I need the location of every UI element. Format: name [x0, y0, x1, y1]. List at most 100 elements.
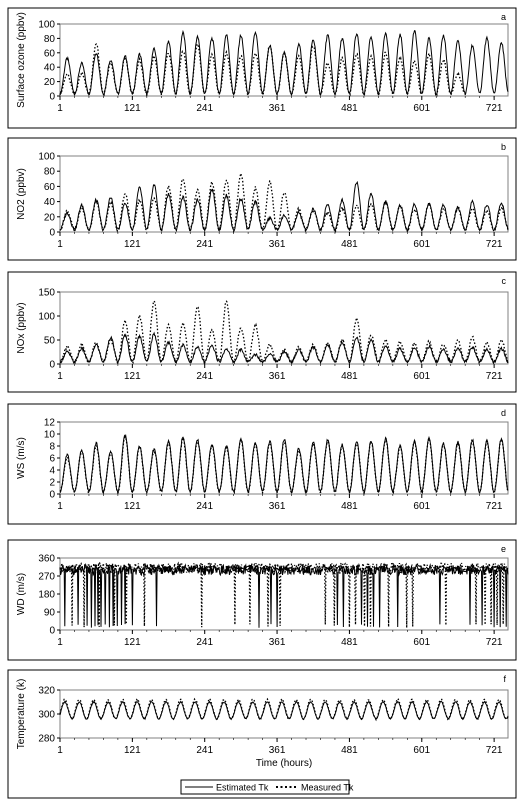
x-tick-label: 1	[57, 637, 63, 648]
legend: Estimated Tk Measured Tk	[180, 779, 354, 795]
x-tick-label: 361	[269, 239, 286, 250]
y-tick-label: 300	[38, 710, 55, 721]
x-tick-label: 601	[413, 371, 430, 382]
x-tick-label: 1	[57, 371, 63, 382]
y-tick-label: 12	[44, 418, 56, 429]
y-axis-label: NOx (ppbv)	[16, 302, 27, 353]
y-tick-label: 0	[49, 228, 55, 239]
y-tick-label: 40	[44, 197, 56, 208]
x-tick-label: 481	[341, 103, 358, 114]
x-tick-label: 121	[124, 371, 141, 382]
x-tick-label: 361	[269, 637, 286, 648]
x-tick-label: 241	[196, 103, 213, 114]
x-tick-label: 721	[486, 501, 503, 512]
x-tick-label: 361	[269, 501, 286, 512]
panel-label: e	[501, 544, 506, 554]
y-axis-label: NO2 (ppbv)	[16, 168, 27, 220]
y-tick-label: 50	[44, 336, 56, 347]
chart-panel-b: b 0 20 40 60 80 100 1 121 241 361 481 601 721 NO2 (ppb…	[7, 137, 517, 261]
y-tick-label: 60	[44, 182, 56, 193]
series-line-estimated	[59, 331, 509, 365]
x-tick-label: 121	[124, 103, 141, 114]
x-tick-label: 601	[413, 637, 430, 648]
x-tick-label: 481	[341, 745, 358, 756]
x-tick-label: 361	[269, 103, 286, 114]
y-tick-label: 80	[44, 34, 56, 45]
y-tick-label: 270	[38, 572, 55, 583]
x-tick-label: 481	[341, 501, 358, 512]
panel-frame	[7, 539, 517, 661]
x-tick-label: 721	[486, 371, 503, 382]
legend-box	[180, 779, 350, 795]
plot-area	[59, 155, 509, 233]
x-tick-label: 601	[413, 239, 430, 250]
y-tick-label: 40	[44, 63, 56, 74]
y-tick-label: 2	[49, 478, 55, 489]
x-tick-label: 121	[124, 501, 141, 512]
y-tick-label: 60	[44, 48, 56, 59]
x-tick-label: 121	[124, 745, 141, 756]
panel-frame	[7, 271, 517, 393]
chart-panel-a: a 0 20 40 60 80 100 1 121 241 361 481 601 721 Surface …	[7, 7, 517, 129]
y-tick-label: 100	[38, 152, 55, 163]
y-tick-label: 0	[49, 490, 55, 501]
y-axis-label: WD (m/s)	[16, 573, 27, 615]
x-tick-label: 481	[341, 371, 358, 382]
x-tick-label: 361	[269, 371, 286, 382]
plot-area	[59, 23, 509, 97]
series-line-measured	[59, 173, 509, 234]
x-tick-label: 241	[196, 371, 213, 382]
y-tick-label: 0	[49, 92, 55, 103]
x-tick-label: 361	[269, 745, 286, 756]
series-line-estimated	[59, 563, 509, 628]
x-tick-label: 1	[57, 239, 63, 250]
x-tick-label: 1	[57, 745, 63, 756]
x-tick-label: 721	[486, 103, 503, 114]
x-tick-label: 121	[124, 637, 141, 648]
legend-label-measured: Measured Tk	[301, 783, 354, 793]
panel-frame	[7, 137, 517, 261]
x-tick-label: 241	[196, 239, 213, 250]
panel-label: a	[501, 12, 506, 22]
x-axis-label: Time (hours)	[256, 758, 312, 769]
panel-label: d	[501, 408, 506, 418]
x-tick-label: 721	[486, 239, 503, 250]
series-line-measured	[59, 697, 509, 722]
x-tick-label: 121	[124, 239, 141, 250]
x-tick-label: 481	[341, 637, 358, 648]
y-tick-label: 280	[38, 734, 55, 745]
y-tick-label: 4	[49, 466, 55, 477]
y-axis-label: Temperature (k)	[16, 679, 27, 750]
x-tick-label: 601	[413, 745, 430, 756]
chart-panel-e: e 0 90 180 270 360 1 121 241 361 481 601 721 WD (m/s)	[7, 539, 517, 661]
x-tick-label: 241	[196, 501, 213, 512]
legend-label-estimated: Estimated Tk	[216, 783, 269, 793]
x-tick-label: 481	[341, 239, 358, 250]
x-tick-label: 721	[486, 745, 503, 756]
x-tick-label: 1	[57, 501, 63, 512]
y-tick-label: 0	[49, 360, 55, 371]
chart-panel-c: c 0 50 100 150 1 121 241 361 481 601 721 NOx (ppbv)	[7, 271, 517, 393]
x-tick-label: 241	[196, 745, 213, 756]
y-tick-label: 150	[38, 288, 55, 299]
x-tick-label: 601	[413, 103, 430, 114]
y-tick-label: 6	[49, 454, 55, 465]
x-tick-label: 241	[196, 637, 213, 648]
plot-area	[59, 291, 509, 365]
y-axis-label: Surface ozone (ppbv)	[16, 12, 27, 108]
y-tick-label: 8	[49, 442, 55, 453]
y-tick-label: 20	[44, 77, 56, 88]
y-tick-label: 100	[38, 312, 55, 323]
x-tick-label: 721	[486, 637, 503, 648]
y-tick-label: 0	[49, 626, 55, 637]
y-tick-label: 100	[38, 20, 55, 31]
x-tick-label: 601	[413, 501, 430, 512]
chart-panel-f: f 280 300 320 1 121 241 361 481 601 721 Temperature…	[7, 669, 517, 799]
y-tick-label: 20	[44, 212, 56, 223]
x-tick-label: 1	[57, 103, 63, 114]
y-tick-label: 80	[44, 167, 56, 178]
y-tick-label: 320	[38, 686, 55, 697]
y-tick-label: 90	[44, 608, 56, 619]
